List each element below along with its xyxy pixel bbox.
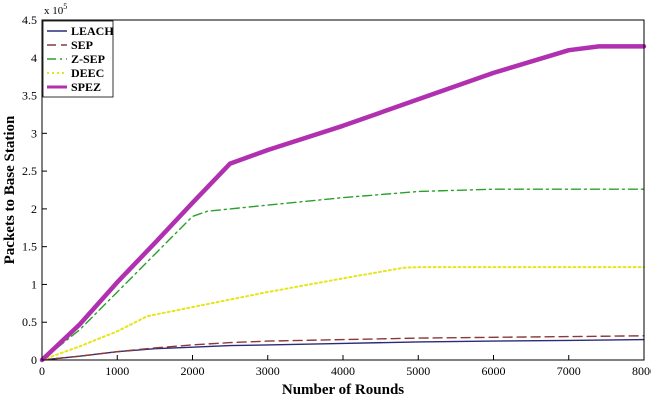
y-axis-title: Packets to Base Station	[2, 115, 18, 264]
y-tick-label: 0	[31, 353, 37, 367]
x-tick-label: 7000	[557, 364, 581, 378]
y-tick-label: 2	[31, 202, 37, 216]
legend-label: SPEZ	[71, 80, 101, 94]
y-tick-label: 1.5	[22, 240, 37, 254]
series-line-sep	[41, 335, 645, 361]
x-tick-label: 3000	[256, 364, 280, 378]
y-multiplier-base: x 10	[44, 5, 64, 17]
y-axis: 0 0.5 1 1.5 2 2.5 3 3.5 4 4.5	[22, 13, 47, 367]
x-tick-label: 0	[39, 364, 45, 378]
x-tick-label: 4000	[331, 364, 355, 378]
legend-label: Z-SEP	[71, 52, 105, 66]
x-tick-label: 6000	[482, 364, 506, 378]
y-tick-label: 1	[31, 277, 37, 291]
series-layer	[39, 44, 647, 363]
x-tick-label: 1000	[105, 364, 129, 378]
y-tick-label: 4	[31, 51, 37, 65]
y-multiplier-label: x 105	[44, 2, 67, 17]
series-line-z-sep	[41, 188, 645, 361]
legend-label: LEACH	[71, 24, 114, 38]
legend-label: SEP	[71, 38, 93, 52]
y-tick-label: 0.5	[22, 315, 37, 329]
series-line-spez	[39, 44, 647, 363]
y-tick-label: 3.5	[22, 89, 37, 103]
y-tick-label: 2.5	[22, 164, 37, 178]
series-line-deec	[41, 266, 645, 361]
x-tick-label: 2000	[181, 364, 205, 378]
y-tick-label: 3	[31, 126, 37, 140]
legend-label: DEEC	[71, 66, 104, 80]
x-axis-title: Number of Rounds	[282, 382, 404, 398]
x-tick-label: 5000	[406, 364, 430, 378]
y-tick-label: 4.5	[22, 13, 37, 27]
y-multiplier-exponent: 5	[63, 2, 67, 11]
plot-frame	[41, 19, 645, 361]
